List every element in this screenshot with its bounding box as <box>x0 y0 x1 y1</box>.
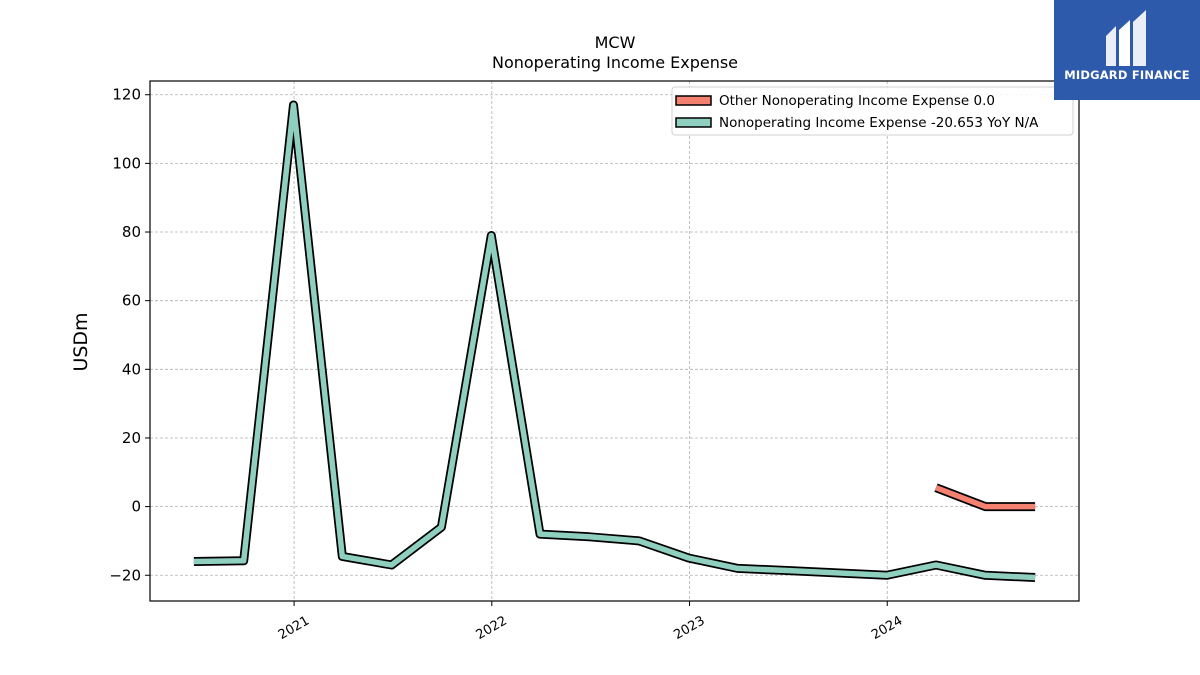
y-tick-label: 80 <box>122 223 141 241</box>
legend-box <box>671 86 1074 136</box>
legend-label-1: Nonoperating Income Expense -20.653 YoY … <box>719 115 1039 131</box>
chart-title: MCW <box>595 33 636 52</box>
grid <box>150 81 1079 601</box>
series-line-0 <box>935 485 1036 510</box>
x-tick-label: 2024 <box>869 613 905 643</box>
series-layer <box>193 100 1036 582</box>
y-tick-label: 60 <box>122 292 141 310</box>
series-line-1 <box>193 102 1036 581</box>
legend-swatch-0 <box>675 95 712 106</box>
y-tick-label: −20 <box>109 566 141 584</box>
y-tick-label: 40 <box>122 360 141 378</box>
legend-label-0: Other Nonoperating Income Expense 0.0 <box>719 93 995 109</box>
y-tick-label: 0 <box>131 498 141 516</box>
x-tick-label: 2023 <box>671 613 707 643</box>
legend: Other Nonoperating Income Expense 0.0 Non… <box>671 86 1074 136</box>
brand-logo: MIDGARD FINANCE <box>1054 0 1200 100</box>
y-tick-label: 120 <box>112 86 141 104</box>
y-tick-label: 20 <box>122 429 141 447</box>
legend-swatch-1 <box>675 117 712 128</box>
logo-text: MIDGARD FINANCE <box>1064 68 1190 82</box>
chart-subtitle: Nonoperating Income Expense <box>492 53 738 72</box>
plot-frame <box>149 80 1080 602</box>
y-axis-label: USDm <box>70 312 92 371</box>
y-tick-label: 100 <box>112 154 141 172</box>
x-tick-label: 2021 <box>276 613 312 643</box>
logo-mark-icon <box>1106 10 1146 66</box>
x-tick-label: 2022 <box>474 613 510 643</box>
